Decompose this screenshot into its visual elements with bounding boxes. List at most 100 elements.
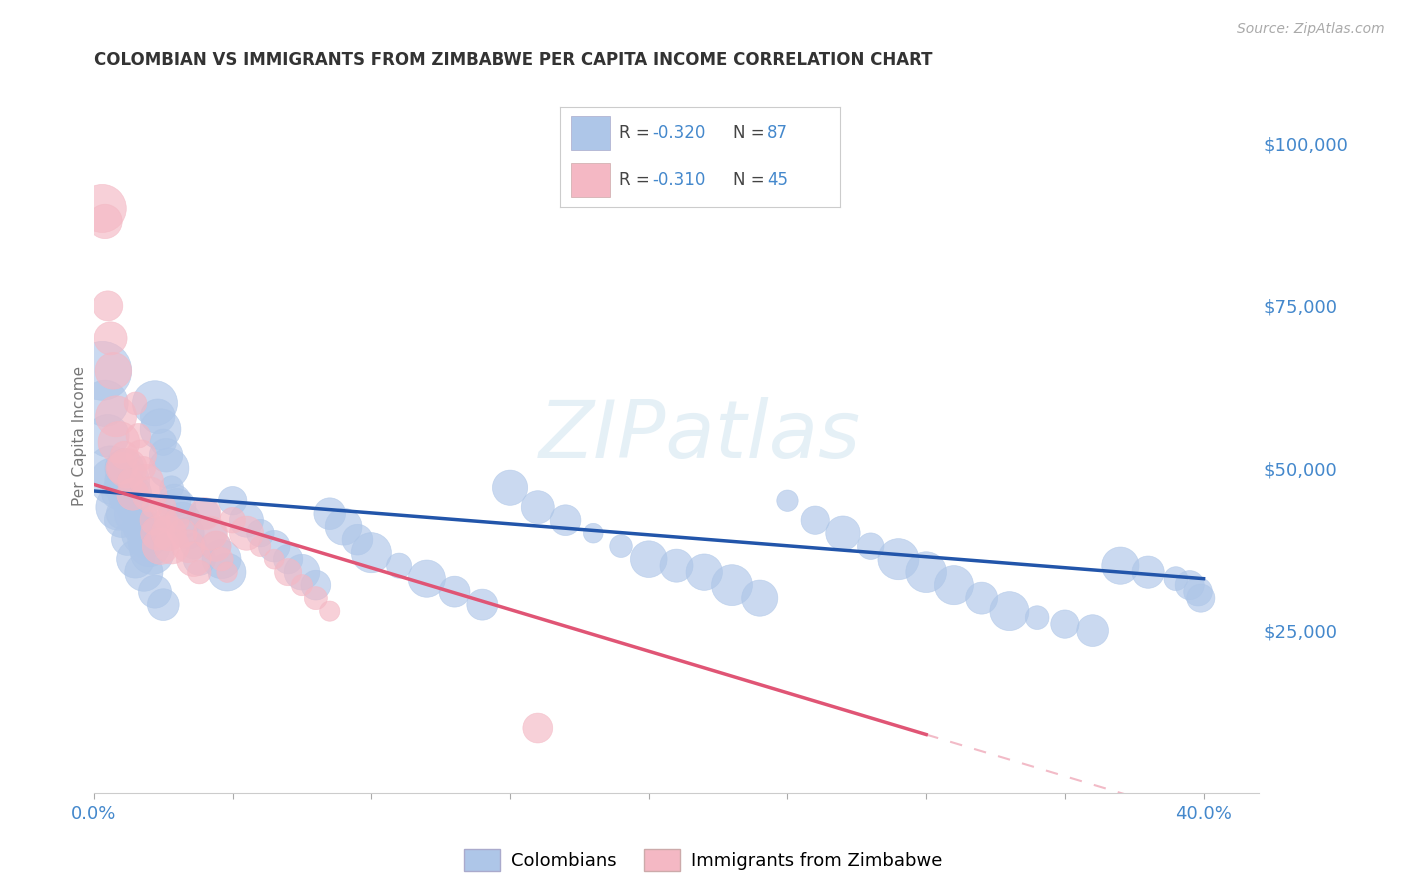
Point xyxy=(263,552,285,566)
Point xyxy=(235,526,257,541)
Point xyxy=(1189,591,1212,606)
Point xyxy=(249,526,271,541)
Point xyxy=(205,539,228,553)
Point xyxy=(1081,624,1104,638)
Point xyxy=(94,214,117,228)
Legend: Colombians, Immigrants from Zimbabwe: Colombians, Immigrants from Zimbabwe xyxy=(457,842,949,879)
Point xyxy=(146,526,169,541)
Point xyxy=(152,500,174,515)
Point xyxy=(118,475,141,489)
Y-axis label: Per Capita Income: Per Capita Income xyxy=(72,366,87,506)
Point xyxy=(132,565,155,579)
Point xyxy=(443,584,465,599)
Point xyxy=(188,565,211,579)
Point xyxy=(360,546,382,560)
Point xyxy=(332,519,354,533)
Point xyxy=(305,578,328,592)
Point xyxy=(114,461,136,475)
Point xyxy=(416,572,439,586)
Point xyxy=(135,533,157,547)
Point xyxy=(163,493,186,508)
Point xyxy=(143,396,166,410)
Point xyxy=(346,533,368,547)
Point xyxy=(527,500,550,515)
Point xyxy=(100,461,122,475)
Point xyxy=(998,604,1021,618)
Point xyxy=(319,507,342,521)
Point xyxy=(91,202,114,216)
Point xyxy=(887,552,910,566)
Point xyxy=(527,721,550,735)
Point xyxy=(388,558,411,573)
Point xyxy=(1137,565,1160,579)
Point xyxy=(146,409,169,424)
Point xyxy=(221,493,243,508)
Point xyxy=(105,487,128,501)
Point xyxy=(127,429,149,443)
Point xyxy=(141,500,163,515)
Point xyxy=(319,604,342,618)
Point xyxy=(859,539,882,553)
Point xyxy=(108,500,131,515)
Point xyxy=(157,461,180,475)
Point xyxy=(105,481,128,495)
Text: COLOMBIAN VS IMMIGRANTS FROM ZIMBABWE PER CAPITA INCOME CORRELATION CHART: COLOMBIAN VS IMMIGRANTS FROM ZIMBABWE PE… xyxy=(94,51,932,69)
Point xyxy=(124,507,146,521)
Point xyxy=(471,598,494,612)
Point xyxy=(166,500,188,515)
Point xyxy=(183,539,205,553)
Point xyxy=(111,507,134,521)
Point xyxy=(217,565,239,579)
Point xyxy=(748,591,770,606)
Point xyxy=(111,513,134,527)
Point xyxy=(291,578,314,592)
Point xyxy=(1109,558,1132,573)
Point xyxy=(305,591,328,606)
Point xyxy=(183,552,205,566)
Point xyxy=(105,409,128,424)
Point xyxy=(114,448,136,462)
Point xyxy=(129,448,152,462)
Point xyxy=(155,513,177,527)
Point xyxy=(277,552,299,566)
Point xyxy=(776,493,799,508)
Point xyxy=(118,487,141,501)
Point xyxy=(217,565,239,579)
Point xyxy=(721,578,744,592)
Point xyxy=(111,461,134,475)
Point xyxy=(1026,610,1049,624)
Point xyxy=(155,448,177,462)
Point xyxy=(804,513,827,527)
Point xyxy=(127,513,149,527)
Point xyxy=(200,526,222,541)
Point xyxy=(172,526,194,541)
Point xyxy=(915,565,938,579)
Point xyxy=(149,539,172,553)
Point xyxy=(115,533,138,547)
Point xyxy=(205,539,228,553)
Point xyxy=(121,487,143,501)
Point xyxy=(129,519,152,533)
Point xyxy=(149,422,172,436)
Point xyxy=(124,396,146,410)
Point xyxy=(291,565,314,579)
Point xyxy=(143,513,166,527)
Point xyxy=(211,552,233,566)
Point xyxy=(160,539,183,553)
Point xyxy=(582,526,605,541)
Point xyxy=(665,558,688,573)
Point xyxy=(177,539,200,553)
Point xyxy=(610,539,633,553)
Point xyxy=(115,475,138,489)
Point xyxy=(138,487,160,501)
Point xyxy=(94,396,117,410)
Point xyxy=(177,526,200,541)
Point xyxy=(194,507,217,521)
Point xyxy=(172,513,194,527)
Point xyxy=(832,526,855,541)
Point xyxy=(942,578,965,592)
Point xyxy=(97,429,120,443)
Point xyxy=(200,526,222,541)
Point xyxy=(91,364,114,378)
Point xyxy=(100,331,122,345)
